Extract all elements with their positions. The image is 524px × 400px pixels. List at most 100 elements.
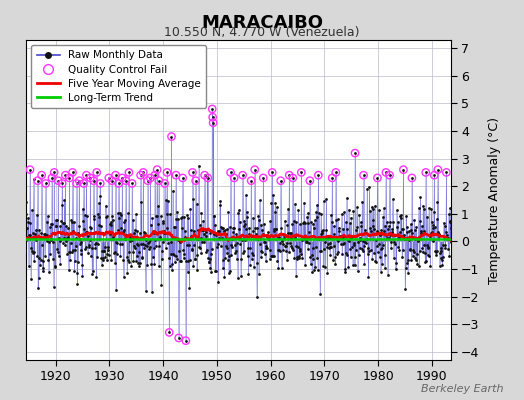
Point bbox=[312, 254, 321, 261]
Point bbox=[184, 258, 192, 264]
Point bbox=[102, 213, 111, 219]
Point bbox=[378, 260, 386, 267]
Point bbox=[294, 254, 303, 261]
Point bbox=[145, 244, 154, 250]
Point bbox=[114, 180, 123, 187]
Point bbox=[194, 236, 203, 242]
Point bbox=[137, 241, 145, 248]
Point bbox=[390, 232, 399, 238]
Point bbox=[328, 175, 336, 181]
Point bbox=[321, 235, 330, 241]
Point bbox=[291, 243, 300, 250]
Point bbox=[308, 252, 316, 258]
Point bbox=[133, 228, 141, 234]
Point bbox=[272, 203, 281, 210]
Point bbox=[190, 228, 198, 234]
Point bbox=[153, 166, 161, 173]
Point bbox=[50, 284, 58, 290]
Point bbox=[428, 219, 436, 226]
Point bbox=[222, 242, 230, 249]
Point bbox=[442, 169, 451, 176]
Point bbox=[233, 256, 241, 262]
Point bbox=[209, 114, 217, 120]
Point bbox=[82, 172, 91, 178]
Point bbox=[369, 249, 378, 256]
Point bbox=[358, 248, 367, 254]
Point bbox=[230, 175, 238, 181]
Point bbox=[151, 172, 159, 178]
Point bbox=[274, 234, 282, 240]
Point bbox=[70, 219, 78, 226]
Point bbox=[215, 235, 223, 241]
Point bbox=[172, 253, 181, 259]
Point bbox=[234, 275, 242, 281]
Point bbox=[387, 245, 395, 252]
Point bbox=[43, 237, 51, 244]
Point bbox=[142, 235, 150, 242]
Point bbox=[32, 237, 40, 244]
Point bbox=[23, 224, 31, 231]
Point bbox=[444, 211, 453, 217]
Point bbox=[231, 250, 239, 256]
Point bbox=[32, 212, 41, 218]
Point bbox=[320, 246, 329, 252]
Point bbox=[137, 198, 146, 205]
Point bbox=[407, 226, 415, 233]
Point bbox=[303, 214, 311, 220]
Point bbox=[287, 235, 295, 242]
Point bbox=[273, 258, 281, 265]
Point bbox=[392, 260, 400, 266]
Point bbox=[348, 233, 356, 240]
Point bbox=[424, 244, 432, 250]
Point bbox=[402, 224, 411, 230]
Point bbox=[34, 285, 42, 292]
Point bbox=[335, 228, 344, 234]
Point bbox=[213, 244, 221, 250]
Point bbox=[224, 209, 233, 215]
Point bbox=[225, 253, 233, 260]
Point bbox=[245, 225, 253, 231]
Point bbox=[63, 251, 71, 257]
Point bbox=[209, 120, 217, 126]
Point bbox=[194, 162, 203, 169]
Point bbox=[104, 246, 112, 253]
Point bbox=[390, 238, 398, 245]
Point bbox=[121, 219, 129, 225]
Point bbox=[298, 255, 307, 262]
Point bbox=[201, 227, 209, 234]
Point bbox=[314, 210, 323, 216]
Point bbox=[307, 261, 315, 267]
Point bbox=[362, 239, 370, 246]
Point bbox=[226, 169, 235, 176]
Point bbox=[147, 261, 156, 267]
Point bbox=[42, 235, 50, 242]
Point bbox=[391, 266, 400, 272]
Point bbox=[359, 172, 368, 178]
Point bbox=[438, 257, 446, 264]
Point bbox=[286, 230, 294, 236]
Point bbox=[374, 230, 383, 236]
Point bbox=[389, 219, 397, 226]
Point bbox=[449, 246, 457, 253]
Point bbox=[330, 231, 339, 237]
Point bbox=[159, 219, 167, 226]
Point bbox=[162, 211, 171, 218]
Point bbox=[374, 249, 382, 256]
Point bbox=[78, 239, 86, 246]
Point bbox=[21, 248, 29, 254]
Point bbox=[89, 230, 97, 236]
Point bbox=[150, 229, 158, 236]
Point bbox=[200, 172, 209, 178]
Point bbox=[241, 221, 249, 227]
Point bbox=[220, 228, 228, 234]
Point bbox=[294, 207, 302, 214]
Point bbox=[193, 251, 202, 258]
Point bbox=[88, 271, 96, 278]
Point bbox=[179, 255, 188, 262]
Point bbox=[414, 205, 423, 211]
Point bbox=[375, 207, 383, 213]
Point bbox=[250, 166, 259, 173]
Point bbox=[108, 178, 116, 184]
Point bbox=[436, 248, 445, 254]
Point bbox=[248, 252, 257, 258]
